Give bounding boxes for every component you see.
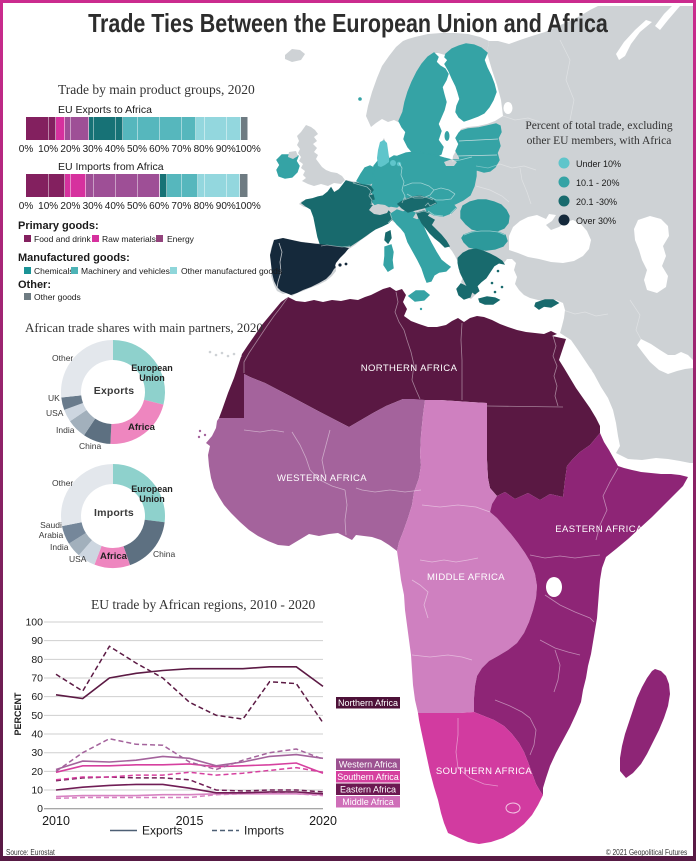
svg-text:Middle Africa: Middle Africa (342, 797, 394, 807)
svg-text:0: 0 (37, 803, 43, 815)
svg-text:20.1 -30%: 20.1 -30% (576, 197, 617, 207)
svg-text:20: 20 (31, 766, 43, 778)
svg-text:Southern Africa: Southern Africa (337, 772, 399, 782)
svg-text:50: 50 (31, 710, 43, 722)
svg-text:2010: 2010 (42, 814, 70, 828)
svg-text:2020: 2020 (309, 814, 337, 828)
svg-text:MIDDLE AFRICA: MIDDLE AFRICA (427, 572, 505, 583)
svg-text:Western Africa: Western Africa (339, 760, 397, 770)
svg-text:Under 10%: Under 10% (576, 159, 621, 169)
svg-text:90: 90 (31, 635, 43, 647)
svg-text:NORTHERN AFRICA: NORTHERN AFRICA (361, 363, 458, 374)
svg-text:30: 30 (31, 747, 43, 759)
svg-text:PERCENT: PERCENT (13, 692, 23, 736)
svg-text:WESTERN AFRICA: WESTERN AFRICA (277, 473, 367, 484)
svg-text:60: 60 (31, 691, 43, 703)
svg-text:EASTERN AFRICA: EASTERN AFRICA (555, 524, 643, 535)
svg-text:80: 80 (31, 654, 43, 666)
svg-text:Over 30%: Over 30% (576, 216, 616, 226)
svg-text:Imports: Imports (244, 824, 284, 838)
svg-text:70: 70 (31, 673, 43, 685)
svg-text:40: 40 (31, 729, 43, 741)
svg-text:SOUTHERN AFRICA: SOUTHERN AFRICA (436, 766, 533, 777)
svg-text:10: 10 (31, 785, 43, 797)
svg-text:Northern Africa: Northern Africa (338, 698, 398, 708)
svg-text:Exports: Exports (142, 824, 183, 838)
svg-text:2015: 2015 (176, 814, 204, 828)
svg-text:Eastern Africa: Eastern Africa (340, 785, 396, 795)
svg-text:100: 100 (25, 617, 43, 629)
svg-text:10.1 - 20%: 10.1 - 20% (576, 178, 620, 188)
